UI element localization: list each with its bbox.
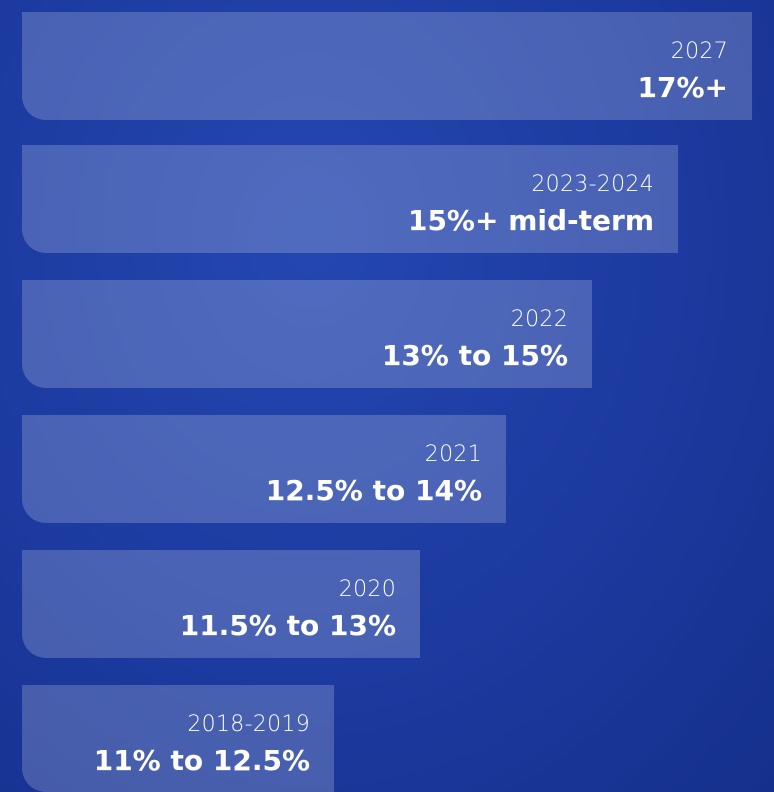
target-label: 12.5% to 14% xyxy=(265,474,482,507)
step-bar: 2023-2024 15%+ mid-term xyxy=(22,145,678,253)
step-bar: 2018-2019 11% to 12.5% xyxy=(22,685,334,792)
year: 2023-2024 xyxy=(531,172,654,197)
step-bar: 2020 11.5% to 13% xyxy=(22,550,420,658)
target-label: 17%+ xyxy=(637,71,728,104)
step-bar: 2021 12.5% to 14% xyxy=(22,415,506,523)
step-bar: 2027 17%+ xyxy=(22,12,752,120)
year: 2027 xyxy=(670,39,728,64)
year: 2020 xyxy=(338,577,396,602)
year: 2018-2019 xyxy=(187,712,310,737)
step-bar: 2022 13% to 15% xyxy=(22,280,592,388)
target-label: 11.5% to 13% xyxy=(179,609,396,642)
year: 2021 xyxy=(424,442,482,467)
target-label: 13% to 15% xyxy=(381,339,568,372)
year: 2022 xyxy=(510,307,568,332)
target-label: 11% to 12.5% xyxy=(93,744,310,777)
target-label: 15%+ mid-term xyxy=(407,204,654,237)
